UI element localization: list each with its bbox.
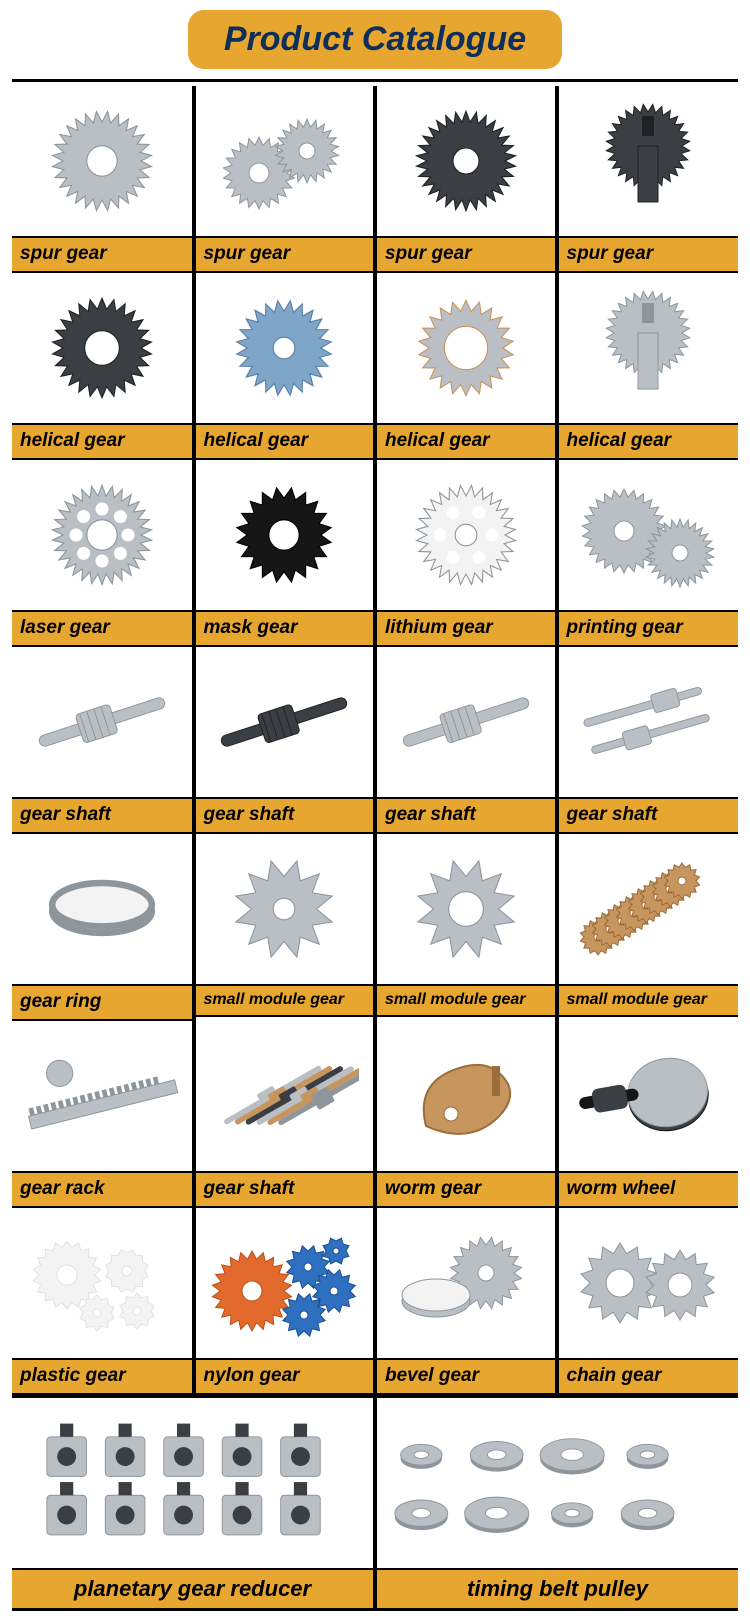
product-label: spur gear: [12, 236, 192, 273]
gear-stem-dark-icon: [559, 86, 739, 236]
gear-black-icon: [196, 460, 374, 610]
product-label: spur gear: [196, 236, 374, 273]
product-label: helical gear: [12, 423, 192, 460]
gear-hollow-bronze-icon: [377, 273, 555, 423]
product-cell: gear shaft: [194, 647, 376, 834]
product-cell: gear shaft: [557, 647, 739, 834]
product-cell: nylon gear: [194, 1208, 376, 1395]
gear-bevel-pair-icon: [377, 1208, 555, 1358]
worm-bronze-icon: [377, 1021, 555, 1171]
page-title: Product Catalogue: [188, 10, 562, 69]
gear-orange-blue-icon: [196, 1208, 374, 1358]
product-cell: spur gear: [12, 86, 194, 273]
shaft-double-icon: [559, 647, 739, 797]
product-label: worm wheel: [559, 1171, 739, 1208]
product-cell: spur gear: [557, 86, 739, 273]
product-label: gear shaft: [196, 1171, 374, 1208]
product-cell: plastic gear: [12, 1208, 194, 1395]
product-label: chain gear: [559, 1358, 739, 1395]
pulley-array-icon: [377, 1398, 738, 1568]
gear-pair-silver-icon: [196, 86, 374, 236]
shaft-silver-icon: [12, 647, 192, 797]
gear-light-holes-icon: [377, 460, 555, 610]
product-label: gear shaft: [377, 797, 555, 834]
product-label: helical gear: [196, 423, 374, 460]
rule-top: [12, 79, 738, 82]
product-label: gear ring: [12, 984, 192, 1021]
product-cell: gear shaft: [194, 1021, 376, 1208]
rule-bottom: [12, 1608, 738, 1611]
product-cell: gear shaft: [375, 647, 557, 834]
shaft-assorted-icon: [196, 1021, 374, 1171]
product-cell: printing gear: [557, 460, 739, 647]
gear-stack-bronze-icon: [559, 834, 739, 984]
sprocket-pair-icon: [559, 1208, 739, 1358]
product-cell: lithium gear: [375, 460, 557, 647]
shaft-black-icon: [196, 647, 374, 797]
gear-white-plastic-icon: [12, 1208, 192, 1358]
product-cell: worm wheel: [557, 1021, 739, 1208]
product-label: gear shaft: [196, 797, 374, 834]
gear-coarse-icon: [196, 834, 374, 984]
shaft-thin-icon: [377, 647, 555, 797]
product-cell: laser gear: [12, 460, 194, 647]
product-label: helical gear: [377, 423, 555, 460]
product-wide-label: timing belt pulley: [377, 1568, 738, 1608]
product-cell: bevel gear: [375, 1208, 557, 1395]
product-cell: mask gear: [194, 460, 376, 647]
gear-pair-flat-icon: [559, 460, 739, 610]
product-label: small module gear: [196, 984, 374, 1017]
product-label: plastic gear: [12, 1358, 192, 1395]
product-label: mask gear: [196, 610, 374, 647]
product-label: spur gear: [559, 236, 739, 273]
product-cell: spur gear: [194, 86, 376, 273]
product-cell: helical gear: [12, 273, 194, 460]
product-cell: small module gear: [557, 834, 739, 1021]
product-grid: spur gear spur gear spur gear spur gear: [12, 86, 738, 1398]
product-cell: helical gear: [375, 273, 557, 460]
gearbox-array-icon: [12, 1398, 373, 1568]
product-cell: gear shaft: [12, 647, 194, 834]
product-label: gear shaft: [559, 797, 739, 834]
product-label: worm gear: [377, 1171, 555, 1208]
product-grid-bottom: planetary gear reducer timing belt pulle…: [12, 1398, 738, 1608]
product-label: small module gear: [377, 984, 555, 1017]
rack-bar-icon: [12, 1021, 192, 1171]
product-cell: small module gear: [194, 834, 376, 1021]
ring-flat-icon: [12, 834, 192, 984]
product-cell: gear ring: [12, 834, 194, 1021]
gear-disc-holes-icon: [12, 460, 192, 610]
product-wide-cell: timing belt pulley: [375, 1398, 738, 1608]
product-label: spur gear: [377, 236, 555, 273]
product-label: small module gear: [559, 984, 739, 1017]
gear-stem-gray-icon: [559, 273, 739, 423]
gear-thick-dark-icon: [377, 86, 555, 236]
product-cell: spur gear: [375, 86, 557, 273]
gear-blue-spline-icon: [196, 273, 374, 423]
product-cell: worm gear: [375, 1021, 557, 1208]
gear-coarse-hole-icon: [377, 834, 555, 984]
product-label: bevel gear: [377, 1358, 555, 1395]
product-label: laser gear: [12, 610, 192, 647]
product-label: nylon gear: [196, 1358, 374, 1395]
product-cell: gear rack: [12, 1021, 194, 1208]
catalogue-page: Product Catalogue spur gear spur gear: [0, 0, 750, 1621]
gear-thick-silver-icon: [12, 86, 192, 236]
product-label: gear rack: [12, 1171, 192, 1208]
product-cell: chain gear: [557, 1208, 739, 1395]
product-label: helical gear: [559, 423, 739, 460]
product-wide-label: planetary gear reducer: [12, 1568, 373, 1608]
gear-flat-dark-icon: [12, 273, 192, 423]
product-cell: helical gear: [557, 273, 739, 460]
product-cell: small module gear: [375, 834, 557, 1021]
product-cell: helical gear: [194, 273, 376, 460]
product-label: lithium gear: [377, 610, 555, 647]
product-label: printing gear: [559, 610, 739, 647]
product-wide-cell: planetary gear reducer: [12, 1398, 375, 1608]
product-label: gear shaft: [12, 797, 192, 834]
title-wrap: Product Catalogue: [12, 10, 738, 69]
worm-black-icon: [559, 1021, 739, 1171]
